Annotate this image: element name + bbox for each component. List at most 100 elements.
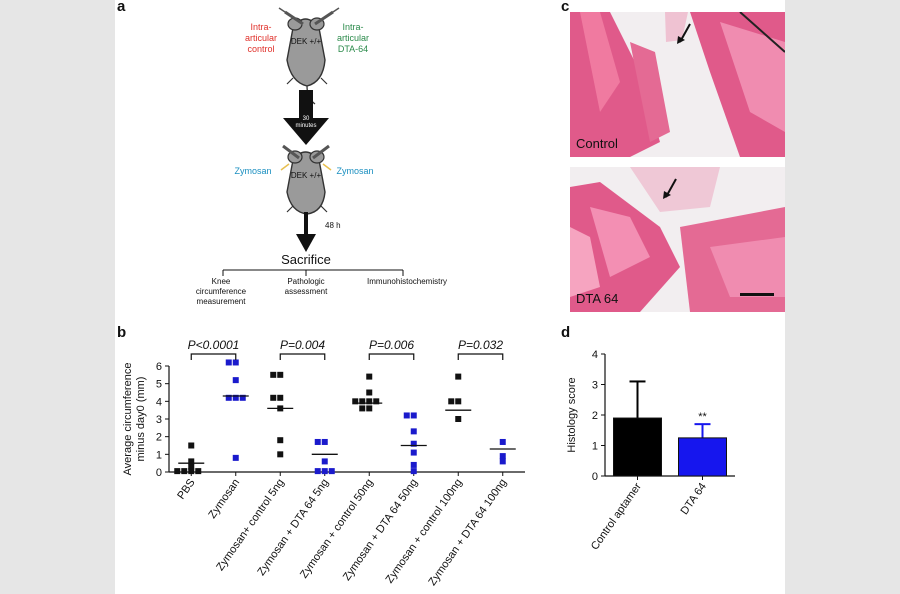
data-point (321, 468, 328, 475)
syringe-right-icon (314, 7, 340, 26)
data-point (277, 437, 284, 444)
data-point (410, 428, 417, 435)
data-point (359, 398, 366, 405)
panel-d-bar-chart: 0 1 2 3 4 Histology score Control aptamer ** DTA… (566, 349, 735, 553)
y-tick-label: 1 (156, 449, 162, 461)
panel-d-label: d (561, 324, 571, 341)
data-point (188, 463, 195, 470)
data-point (188, 458, 195, 465)
outcome-bracket (222, 269, 404, 276)
data-point (403, 412, 410, 419)
data-point (499, 458, 506, 465)
data-point (321, 438, 328, 445)
y-axis-label: Histology score (566, 377, 578, 452)
data-point (410, 461, 417, 468)
data-point (366, 405, 373, 412)
y-axis-label: Average circumferenceminus day0 (mm) (122, 363, 147, 476)
syringe-zymosan-left-icon (280, 144, 300, 171)
data-point (366, 373, 373, 380)
x-tick-label: PBS (175, 477, 197, 502)
data-point (455, 373, 462, 380)
data-point (195, 468, 202, 475)
panel-c-label: c (561, 0, 570, 15)
data-point (373, 398, 380, 405)
outcome-pathologic-assessment: Pathologic assessment (285, 277, 328, 296)
data-point (359, 405, 366, 412)
y-axis-label-line: Average circumference (122, 363, 134, 476)
mouse-top-label: DEK +/+ (291, 37, 322, 46)
data-point (174, 468, 181, 475)
data-point (225, 359, 232, 366)
significance-marker: ** (698, 411, 707, 423)
panel-c-histology: Control DTA 64 (570, 12, 785, 312)
data-point (448, 398, 455, 405)
y-tick-label: 5 (156, 379, 162, 391)
significance-bracket (190, 353, 237, 360)
right-injection-label: Intra-articular DTA-64 (337, 22, 369, 54)
timeline-arrow-icon (283, 90, 329, 145)
syringe-zymosan-right-icon (312, 144, 332, 171)
data-point (232, 394, 239, 401)
panel-a-label: a (117, 0, 126, 15)
data-point (277, 394, 284, 401)
x-tick-label: DTA 64 (679, 481, 709, 517)
y-tick-label: 0 (592, 471, 598, 483)
syringe-left-icon (278, 7, 304, 26)
histology-image-control: Control (570, 12, 785, 157)
zymosan-right-label: Zymosan (336, 166, 373, 176)
data-point (499, 453, 506, 460)
zymosan-left-label: Zymosan (234, 166, 271, 176)
p-value-label: P=0.006 (369, 338, 414, 352)
p-value-label: P<0.0001 (188, 338, 240, 352)
x-tick-label: Zymosan + DTA 64 100ng (426, 477, 509, 588)
mouse-middle (286, 150, 328, 215)
time-30-minutes: 30 minutes (295, 116, 316, 129)
data-point (277, 371, 284, 378)
data-point (366, 389, 373, 396)
data-point (225, 394, 232, 401)
figure: a DEK +/+ Intra-articular control Intra-a… (115, 0, 785, 594)
x-tick-label: Control aptamer (589, 481, 644, 553)
y-tick-label: 4 (592, 349, 598, 361)
x-tick-label: Zymosan + DTA 64 50ng (341, 477, 420, 583)
data-point (181, 468, 188, 475)
data-point (314, 468, 321, 475)
p-value-label: P=0.032 (458, 338, 503, 352)
p-value-label: P=0.004 (280, 338, 325, 352)
data-point (277, 451, 284, 458)
data-point (499, 438, 506, 445)
data-point (232, 454, 239, 461)
data-point (410, 468, 417, 475)
data-point (232, 359, 239, 366)
histology-caption-control: Control (576, 136, 618, 151)
data-point (239, 394, 246, 401)
significance-bracket (279, 353, 326, 360)
data-point (188, 442, 195, 449)
data-point (410, 412, 417, 419)
significance-bracket (457, 353, 504, 360)
panel-b-label: b (117, 324, 127, 341)
histology-control-tissue (570, 12, 785, 157)
x-tick-label: Zymosan (206, 477, 242, 521)
significance-bracket (368, 353, 415, 360)
outcome-knee-circumference: Knee circumference measurement (196, 277, 247, 306)
data-point (270, 371, 277, 378)
mouse-middle-label: DEK +/+ (291, 171, 322, 180)
data-point (366, 398, 373, 405)
bar (678, 437, 727, 477)
y-tick-label: 3 (156, 414, 162, 426)
data-point (321, 458, 328, 465)
y-tick-label: 6 (156, 361, 162, 373)
histology-caption-dta64: DTA 64 (576, 291, 619, 306)
y-axis-label-line: minus day0 (mm) (135, 377, 147, 462)
outcome-immunohistochemistry: Immunohistochemistry (367, 277, 447, 286)
panel-b-scatter-chart: 0 1 2 3 4 5 6 Average circumferenceminus day0 (… (122, 338, 525, 588)
arrow-marker-icon (677, 23, 691, 44)
y-tick-label: 3 (592, 380, 598, 392)
histology-image-dta64: DTA 64 (570, 167, 785, 312)
x-tick-label: Zymosan + control 100ng (384, 477, 465, 586)
bar (613, 417, 662, 477)
panel-a-schematic: DEK +/+ Intra-articular control Intra-art… (196, 7, 447, 306)
arrow-down-icon (296, 212, 316, 252)
left-injection-label: Intra-articular control (245, 22, 277, 54)
